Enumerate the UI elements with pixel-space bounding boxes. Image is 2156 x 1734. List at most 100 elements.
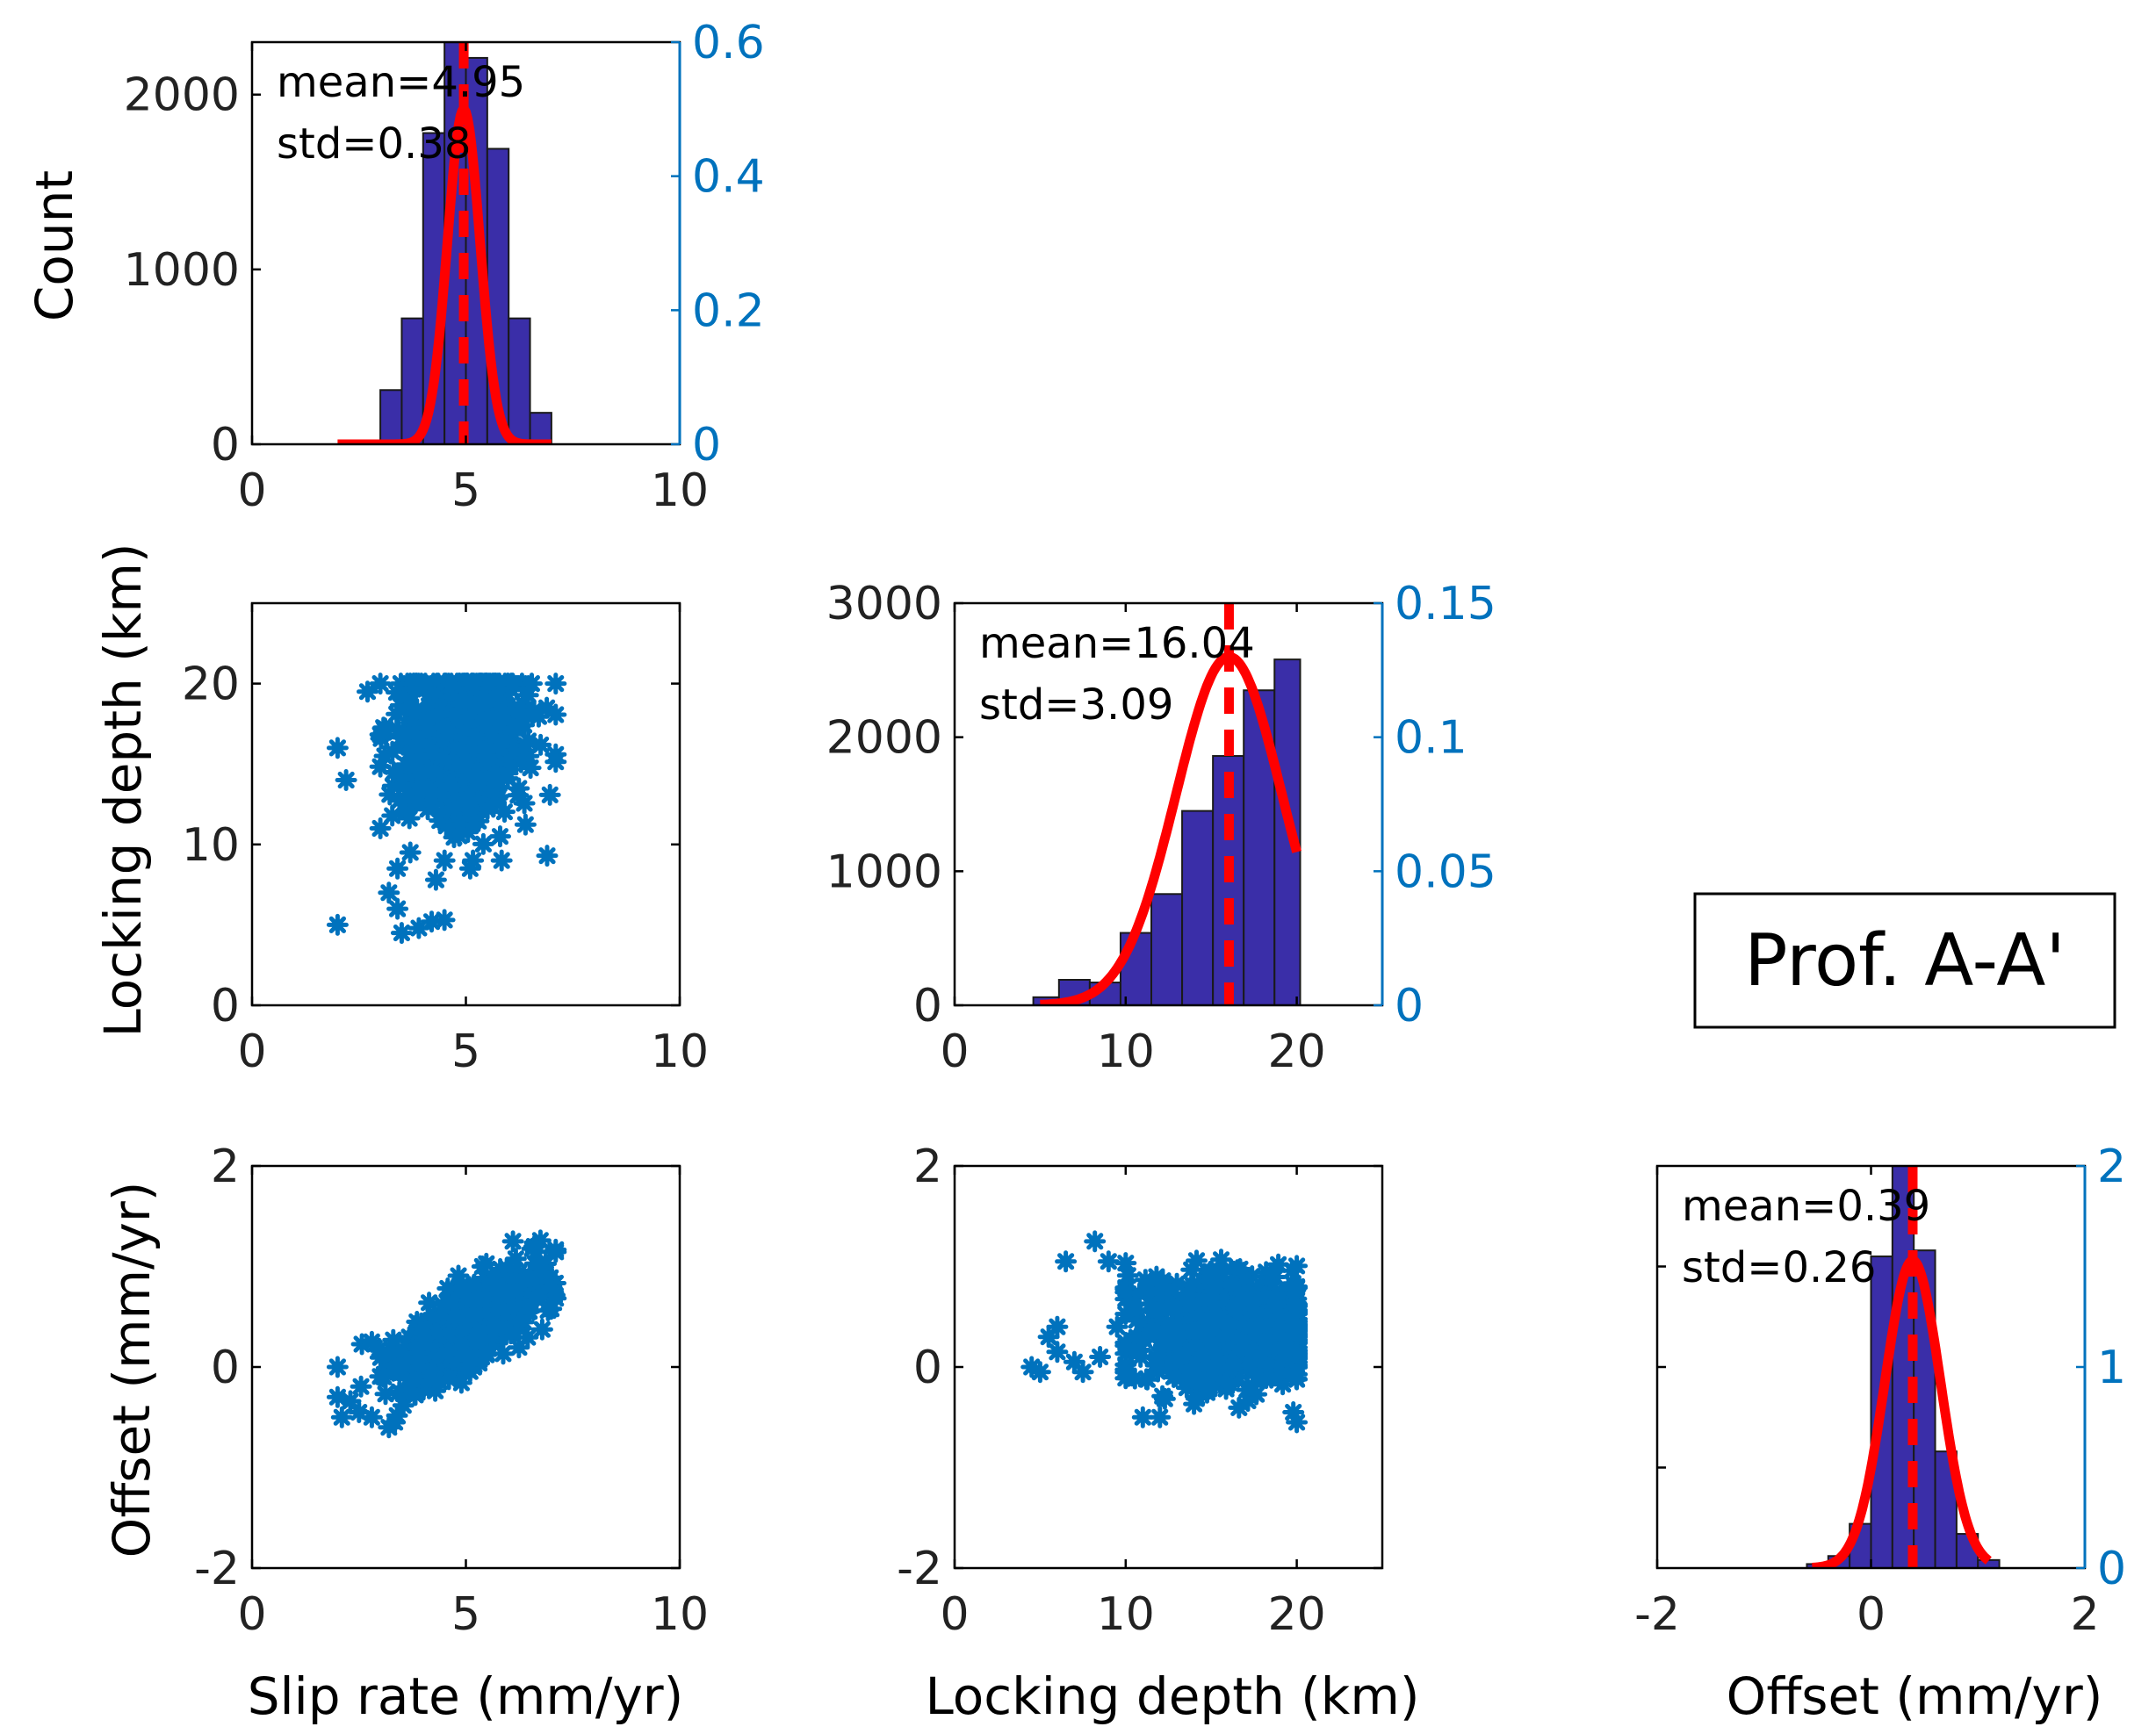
scatter-point <box>1128 1339 1151 1361</box>
scatter-point <box>544 751 567 773</box>
scatter-point <box>1180 1357 1203 1380</box>
scatter-point <box>457 821 480 844</box>
scatter-point <box>1114 1303 1137 1326</box>
scatter-point <box>1114 1361 1137 1384</box>
y-label-locking-depth: Locking depth (km) <box>93 543 153 1038</box>
scatter-point <box>379 783 401 806</box>
scatter-point <box>540 1275 563 1298</box>
scatter-point <box>501 673 524 695</box>
scatter-point <box>1265 1295 1287 1318</box>
scatter-point <box>403 673 425 695</box>
scatter-point <box>437 1322 460 1345</box>
scatter-point <box>1231 1331 1254 1354</box>
scatter-point <box>464 697 487 720</box>
scatter-point <box>425 702 448 725</box>
mean-annotation: mean=4.95 <box>277 58 525 107</box>
x-tick-label: 0 <box>1857 1588 1886 1641</box>
scatter-point <box>1232 1288 1255 1311</box>
x-label-locking-depth: Locking depth (km) <box>926 1666 1420 1726</box>
scatter-point <box>357 680 379 703</box>
y-label-count: Count <box>25 170 84 321</box>
scatter-point <box>1046 1341 1069 1363</box>
scatter-point <box>489 712 512 735</box>
subplot-hist_depth: 0 10 20 0 1000 2000 3000 0 0.05 0.1 0.15 mean=16.04… <box>826 578 1496 1078</box>
scatter-point <box>1165 1364 1187 1387</box>
scatter-point <box>1206 1346 1228 1369</box>
scatter-point <box>475 1342 498 1365</box>
x-tick-label: 5 <box>451 464 480 517</box>
y2-tick-label: 1 <box>2097 1342 2126 1394</box>
x-tick-label: 20 <box>1268 1025 1326 1078</box>
histogram-bar <box>1150 893 1184 1005</box>
scatter-point <box>1280 1304 1303 1327</box>
x-label-offset: Offset (mm/yr) <box>1727 1666 2103 1726</box>
scatter-point <box>370 727 393 750</box>
plot-area <box>334 42 555 444</box>
scatter-point <box>1114 1335 1137 1357</box>
y2-tick-label: 0 <box>1395 980 1424 1032</box>
scatter-point <box>437 1368 460 1391</box>
scatter-point <box>1197 1320 1220 1343</box>
x-tick-label: 10 <box>1097 1588 1155 1641</box>
scatter-point <box>1184 1321 1207 1344</box>
scatter-point <box>1249 1313 1272 1336</box>
scatter-point <box>1229 1258 1251 1280</box>
scatter-point <box>1267 1253 1290 1276</box>
scatter-point <box>510 1268 533 1291</box>
scatter-point <box>1228 1313 1251 1335</box>
mean-annotation: mean=16.04 <box>979 619 1255 668</box>
histogram-bar <box>529 412 552 444</box>
scatter-point <box>1106 1315 1128 1338</box>
x-tick-label: 0 <box>940 1025 969 1078</box>
subplot-scatter_depth_offset: 0 10 20-202 <box>897 1140 1384 1641</box>
histogram-bar <box>400 317 424 444</box>
scatter-point <box>1160 1313 1183 1336</box>
scatter-point <box>386 1341 409 1363</box>
scatter-point <box>424 781 447 804</box>
y-tick-label: 3000 <box>826 578 942 630</box>
plot-area <box>326 1229 567 1439</box>
scatter-point <box>1071 1361 1094 1384</box>
scatter-point <box>1149 1406 1172 1428</box>
scatter-point <box>536 845 559 867</box>
scatter-point <box>485 1277 508 1299</box>
scatter-point <box>388 789 411 812</box>
scatter-point <box>1210 1248 1232 1271</box>
scatter-point <box>399 694 422 717</box>
scatter-point <box>477 673 500 695</box>
scatter-point <box>1181 1293 1204 1316</box>
scatter-point <box>1193 1353 1215 1376</box>
scatter-point <box>411 746 434 769</box>
scatter-point <box>1028 1361 1051 1384</box>
scatter-point <box>372 1365 395 1388</box>
scatter-point <box>378 1416 400 1439</box>
scatter-point <box>415 716 438 739</box>
scatter-point <box>1274 1337 1297 1360</box>
plot-area <box>1020 1230 1309 1434</box>
scatter-point <box>1138 1292 1161 1315</box>
scatter-point <box>490 849 513 872</box>
scatter-point <box>1179 1339 1202 1362</box>
scatter-point <box>464 1333 487 1355</box>
y2-tick-label: 0 <box>692 419 721 471</box>
histogram-bar <box>508 317 531 444</box>
scatter-point <box>1097 1250 1120 1273</box>
scatter-point <box>433 909 456 932</box>
scatter-point <box>452 1313 475 1336</box>
scatter-point <box>430 802 453 824</box>
x-tick-label: 5 <box>451 1025 480 1078</box>
scatter-point <box>1254 1326 1277 1349</box>
scatter-point <box>518 1300 541 1323</box>
gaussian-fit-curve <box>334 104 555 444</box>
scatter-point <box>436 1291 458 1313</box>
histogram-bar <box>379 389 403 444</box>
scatter-point <box>462 1320 485 1342</box>
x-label-slip-rate: Slip rate (mm/yr) <box>248 1666 684 1726</box>
scatter-point <box>463 1291 486 1313</box>
scatter-point <box>1150 1327 1172 1350</box>
scatter-point <box>418 1292 441 1314</box>
scatter-point <box>544 703 567 726</box>
scatter-point <box>424 868 447 891</box>
scatter-point <box>390 922 413 945</box>
